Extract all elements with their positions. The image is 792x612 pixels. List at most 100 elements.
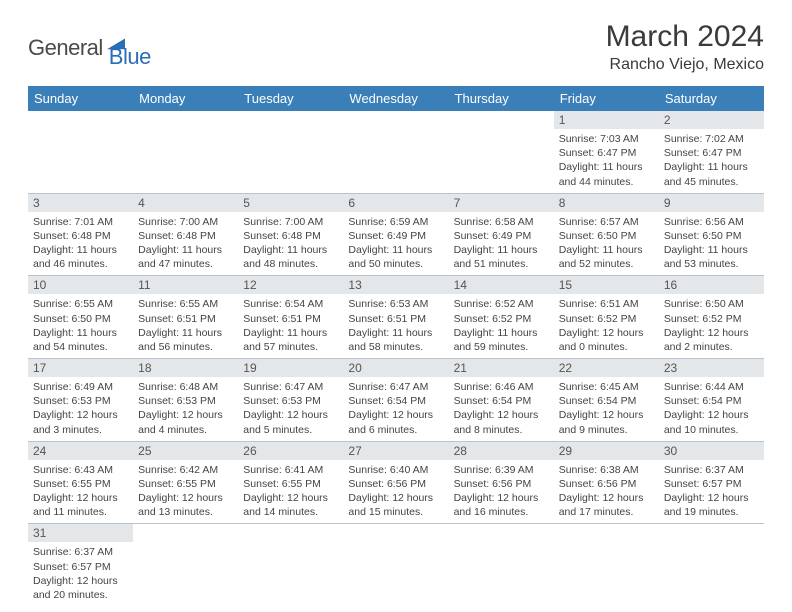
sunset-line: Sunset: 6:48 PM [243, 229, 338, 243]
day-details: Sunrise: 6:42 AMSunset: 6:55 PMDaylight:… [133, 460, 238, 524]
sunrise-line: Sunrise: 6:37 AM [664, 463, 759, 477]
day-details: Sunrise: 6:55 AMSunset: 6:50 PMDaylight:… [28, 294, 133, 358]
weekday-header-row: Sunday Monday Tuesday Wednesday Thursday… [28, 86, 764, 111]
sunrise-line: Sunrise: 6:38 AM [559, 463, 654, 477]
sunset-line: Sunset: 6:52 PM [559, 312, 654, 326]
daylight-line: Daylight: 12 hours and 20 minutes. [33, 574, 128, 602]
calendar: Sunday Monday Tuesday Wednesday Thursday… [28, 86, 764, 606]
sunrise-line: Sunrise: 6:45 AM [559, 380, 654, 394]
calendar-cell: 15Sunrise: 6:51 AMSunset: 6:52 PMDayligh… [554, 276, 659, 359]
day-details: Sunrise: 6:58 AMSunset: 6:49 PMDaylight:… [449, 212, 554, 276]
day-details: Sunrise: 6:37 AMSunset: 6:57 PMDaylight:… [659, 460, 764, 524]
sunset-line: Sunset: 6:54 PM [454, 394, 549, 408]
calendar-cell: 12Sunrise: 6:54 AMSunset: 6:51 PMDayligh… [238, 276, 343, 359]
calendar-cell: 26Sunrise: 6:41 AMSunset: 6:55 PMDayligh… [238, 441, 343, 524]
sunrise-line: Sunrise: 7:03 AM [559, 132, 654, 146]
daylight-line: Daylight: 12 hours and 6 minutes. [348, 408, 443, 436]
day-number: 15 [554, 276, 659, 294]
weekday-header: Wednesday [343, 86, 448, 111]
sunrise-line: Sunrise: 6:55 AM [138, 297, 233, 311]
day-details: Sunrise: 6:52 AMSunset: 6:52 PMDaylight:… [449, 294, 554, 358]
daylight-line: Daylight: 11 hours and 57 minutes. [243, 326, 338, 354]
sunrise-line: Sunrise: 7:02 AM [664, 132, 759, 146]
day-details: Sunrise: 6:48 AMSunset: 6:53 PMDaylight:… [133, 377, 238, 441]
sunset-line: Sunset: 6:54 PM [664, 394, 759, 408]
daylight-line: Daylight: 11 hours and 56 minutes. [138, 326, 233, 354]
calendar-cell: 20Sunrise: 6:47 AMSunset: 6:54 PMDayligh… [343, 359, 448, 442]
calendar-row: 1Sunrise: 7:03 AMSunset: 6:47 PMDaylight… [28, 111, 764, 193]
day-number: 1 [554, 111, 659, 129]
daylight-line: Daylight: 12 hours and 0 minutes. [559, 326, 654, 354]
day-number: 20 [343, 359, 448, 377]
sunrise-line: Sunrise: 6:52 AM [454, 297, 549, 311]
day-details: Sunrise: 6:49 AMSunset: 6:53 PMDaylight:… [28, 377, 133, 441]
day-number: 9 [659, 194, 764, 212]
logo-word1: General [28, 35, 103, 61]
weekday-header: Thursday [449, 86, 554, 111]
day-details: Sunrise: 6:57 AMSunset: 6:50 PMDaylight:… [554, 212, 659, 276]
calendar-cell: 11Sunrise: 6:55 AMSunset: 6:51 PMDayligh… [133, 276, 238, 359]
sunrise-line: Sunrise: 6:59 AM [348, 215, 443, 229]
day-number: 12 [238, 276, 343, 294]
sunset-line: Sunset: 6:55 PM [33, 477, 128, 491]
day-number: 23 [659, 359, 764, 377]
day-details: Sunrise: 6:53 AMSunset: 6:51 PMDaylight:… [343, 294, 448, 358]
daylight-line: Daylight: 12 hours and 13 minutes. [138, 491, 233, 519]
calendar-cell [238, 111, 343, 193]
day-number: 13 [343, 276, 448, 294]
logo: General Blue [28, 26, 151, 70]
day-details: Sunrise: 6:56 AMSunset: 6:50 PMDaylight:… [659, 212, 764, 276]
calendar-cell [449, 111, 554, 193]
day-number: 16 [659, 276, 764, 294]
day-details: Sunrise: 7:01 AMSunset: 6:48 PMDaylight:… [28, 212, 133, 276]
day-number: 17 [28, 359, 133, 377]
daylight-line: Daylight: 11 hours and 54 minutes. [33, 326, 128, 354]
calendar-cell [133, 111, 238, 193]
calendar-cell: 1Sunrise: 7:03 AMSunset: 6:47 PMDaylight… [554, 111, 659, 193]
calendar-cell: 6Sunrise: 6:59 AMSunset: 6:49 PMDaylight… [343, 193, 448, 276]
day-number: 8 [554, 194, 659, 212]
sunset-line: Sunset: 6:51 PM [243, 312, 338, 326]
day-number: 30 [659, 442, 764, 460]
day-details: Sunrise: 6:47 AMSunset: 6:54 PMDaylight:… [343, 377, 448, 441]
sunrise-line: Sunrise: 6:44 AM [664, 380, 759, 394]
sunset-line: Sunset: 6:48 PM [33, 229, 128, 243]
daylight-line: Daylight: 12 hours and 9 minutes. [559, 408, 654, 436]
sunset-line: Sunset: 6:52 PM [454, 312, 549, 326]
header: General Blue March 2024 Rancho Viejo, Me… [28, 20, 764, 74]
day-details: Sunrise: 6:59 AMSunset: 6:49 PMDaylight:… [343, 212, 448, 276]
weekday-header: Sunday [28, 86, 133, 111]
day-details: Sunrise: 6:43 AMSunset: 6:55 PMDaylight:… [28, 460, 133, 524]
calendar-cell: 9Sunrise: 6:56 AMSunset: 6:50 PMDaylight… [659, 193, 764, 276]
calendar-cell: 19Sunrise: 6:47 AMSunset: 6:53 PMDayligh… [238, 359, 343, 442]
sunrise-line: Sunrise: 6:49 AM [33, 380, 128, 394]
sunrise-line: Sunrise: 6:48 AM [138, 380, 233, 394]
calendar-row: 10Sunrise: 6:55 AMSunset: 6:50 PMDayligh… [28, 276, 764, 359]
day-details: Sunrise: 6:39 AMSunset: 6:56 PMDaylight:… [449, 460, 554, 524]
sunrise-line: Sunrise: 6:55 AM [33, 297, 128, 311]
calendar-cell [659, 524, 764, 606]
calendar-cell: 18Sunrise: 6:48 AMSunset: 6:53 PMDayligh… [133, 359, 238, 442]
day-details: Sunrise: 7:00 AMSunset: 6:48 PMDaylight:… [238, 212, 343, 276]
calendar-row: 17Sunrise: 6:49 AMSunset: 6:53 PMDayligh… [28, 359, 764, 442]
daylight-line: Daylight: 11 hours and 50 minutes. [348, 243, 443, 271]
calendar-cell: 4Sunrise: 7:00 AMSunset: 6:48 PMDaylight… [133, 193, 238, 276]
day-details: Sunrise: 6:46 AMSunset: 6:54 PMDaylight:… [449, 377, 554, 441]
day-number: 5 [238, 194, 343, 212]
sunset-line: Sunset: 6:50 PM [664, 229, 759, 243]
day-number: 2 [659, 111, 764, 129]
page-title: March 2024 [606, 20, 764, 54]
day-details: Sunrise: 6:50 AMSunset: 6:52 PMDaylight:… [659, 294, 764, 358]
calendar-cell: 25Sunrise: 6:42 AMSunset: 6:55 PMDayligh… [133, 441, 238, 524]
calendar-cell: 2Sunrise: 7:02 AMSunset: 6:47 PMDaylight… [659, 111, 764, 193]
logo-word2: Blue [109, 44, 151, 70]
daylight-line: Daylight: 11 hours and 58 minutes. [348, 326, 443, 354]
sunset-line: Sunset: 6:47 PM [559, 146, 654, 160]
daylight-line: Daylight: 12 hours and 5 minutes. [243, 408, 338, 436]
day-number: 11 [133, 276, 238, 294]
weekday-header: Monday [133, 86, 238, 111]
calendar-cell: 31Sunrise: 6:37 AMSunset: 6:57 PMDayligh… [28, 524, 133, 606]
weekday-header: Tuesday [238, 86, 343, 111]
calendar-cell: 28Sunrise: 6:39 AMSunset: 6:56 PMDayligh… [449, 441, 554, 524]
weekday-header: Friday [554, 86, 659, 111]
